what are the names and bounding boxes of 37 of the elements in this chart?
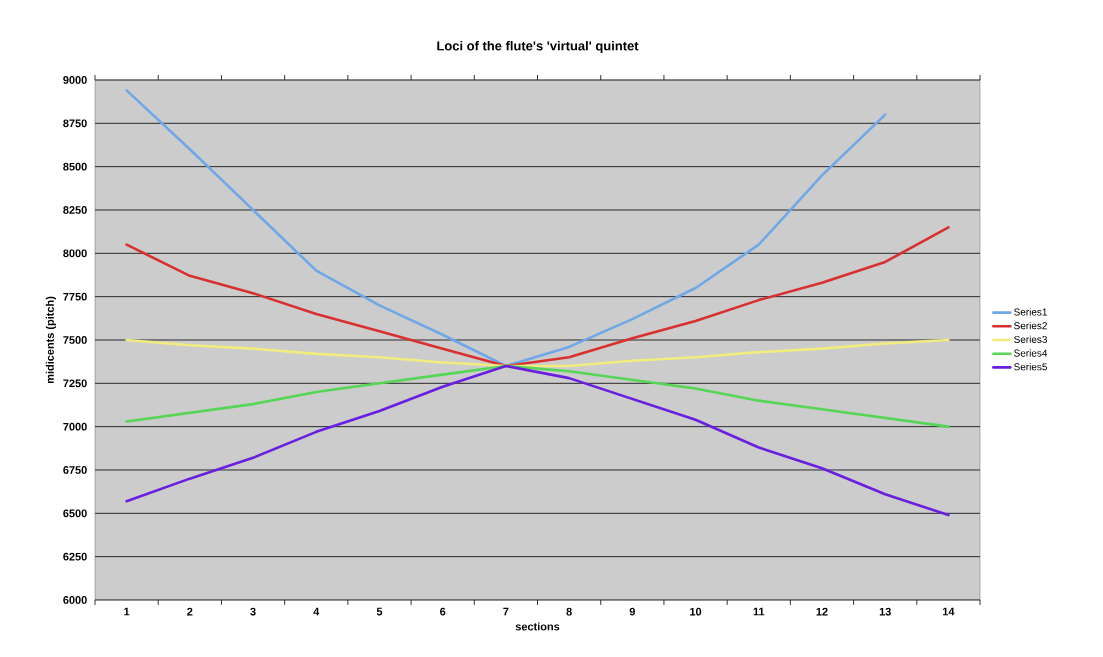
y-tick-label: 7500: [63, 336, 87, 344]
line-series: [125, 226, 950, 368]
y-tick-label: 7000: [63, 422, 87, 431]
x-tick-label: 11: [753, 607, 765, 616]
x-tick-label: 9: [629, 607, 635, 616]
x-axis-title: sections: [515, 622, 560, 631]
x-tick-label: 3: [250, 607, 256, 616]
y-axis-title: midicents (pitch): [45, 296, 57, 384]
line-series: [125, 338, 950, 368]
chart-title: Loci of the flute's 'virtual' quintet: [437, 40, 639, 54]
x-tick-label: 1: [124, 607, 130, 616]
y-tick-label: 8750: [63, 119, 87, 128]
x-tick-label: 7: [503, 607, 509, 616]
x-tick-label: 10: [690, 607, 702, 616]
y-tick-label: 6500: [63, 509, 87, 518]
y-tick-label: 6000: [63, 596, 87, 604]
x-tick-label: 4: [313, 607, 320, 616]
y-tick-label: 8250: [63, 206, 87, 214]
y-tick-label: 7250: [63, 379, 87, 388]
y-tick-label: 6250: [63, 552, 87, 561]
y-tick-label: 8500: [63, 162, 87, 171]
legend-label: Series2: [1014, 321, 1047, 330]
y-tick-label: 8000: [63, 249, 87, 258]
legend-label: Series3: [1014, 335, 1047, 343]
legend-label: Series1: [1014, 308, 1047, 316]
x-tick-label: 2: [187, 607, 193, 616]
x-tick-label: 5: [376, 607, 383, 616]
x-tick-label: 14: [943, 607, 955, 616]
x-tick-label: 12: [816, 607, 828, 616]
x-tick-label: 13: [879, 607, 891, 616]
x-tick-label: 8: [566, 607, 572, 616]
y-tick-label: 9000: [63, 76, 87, 84]
y-tick-label: 7750: [63, 292, 87, 301]
y-tick-label: 6750: [63, 466, 87, 474]
legend-label: Series5: [1014, 363, 1047, 371]
legend-label: Series4: [1014, 349, 1048, 357]
x-tick-label: 6: [440, 607, 446, 616]
